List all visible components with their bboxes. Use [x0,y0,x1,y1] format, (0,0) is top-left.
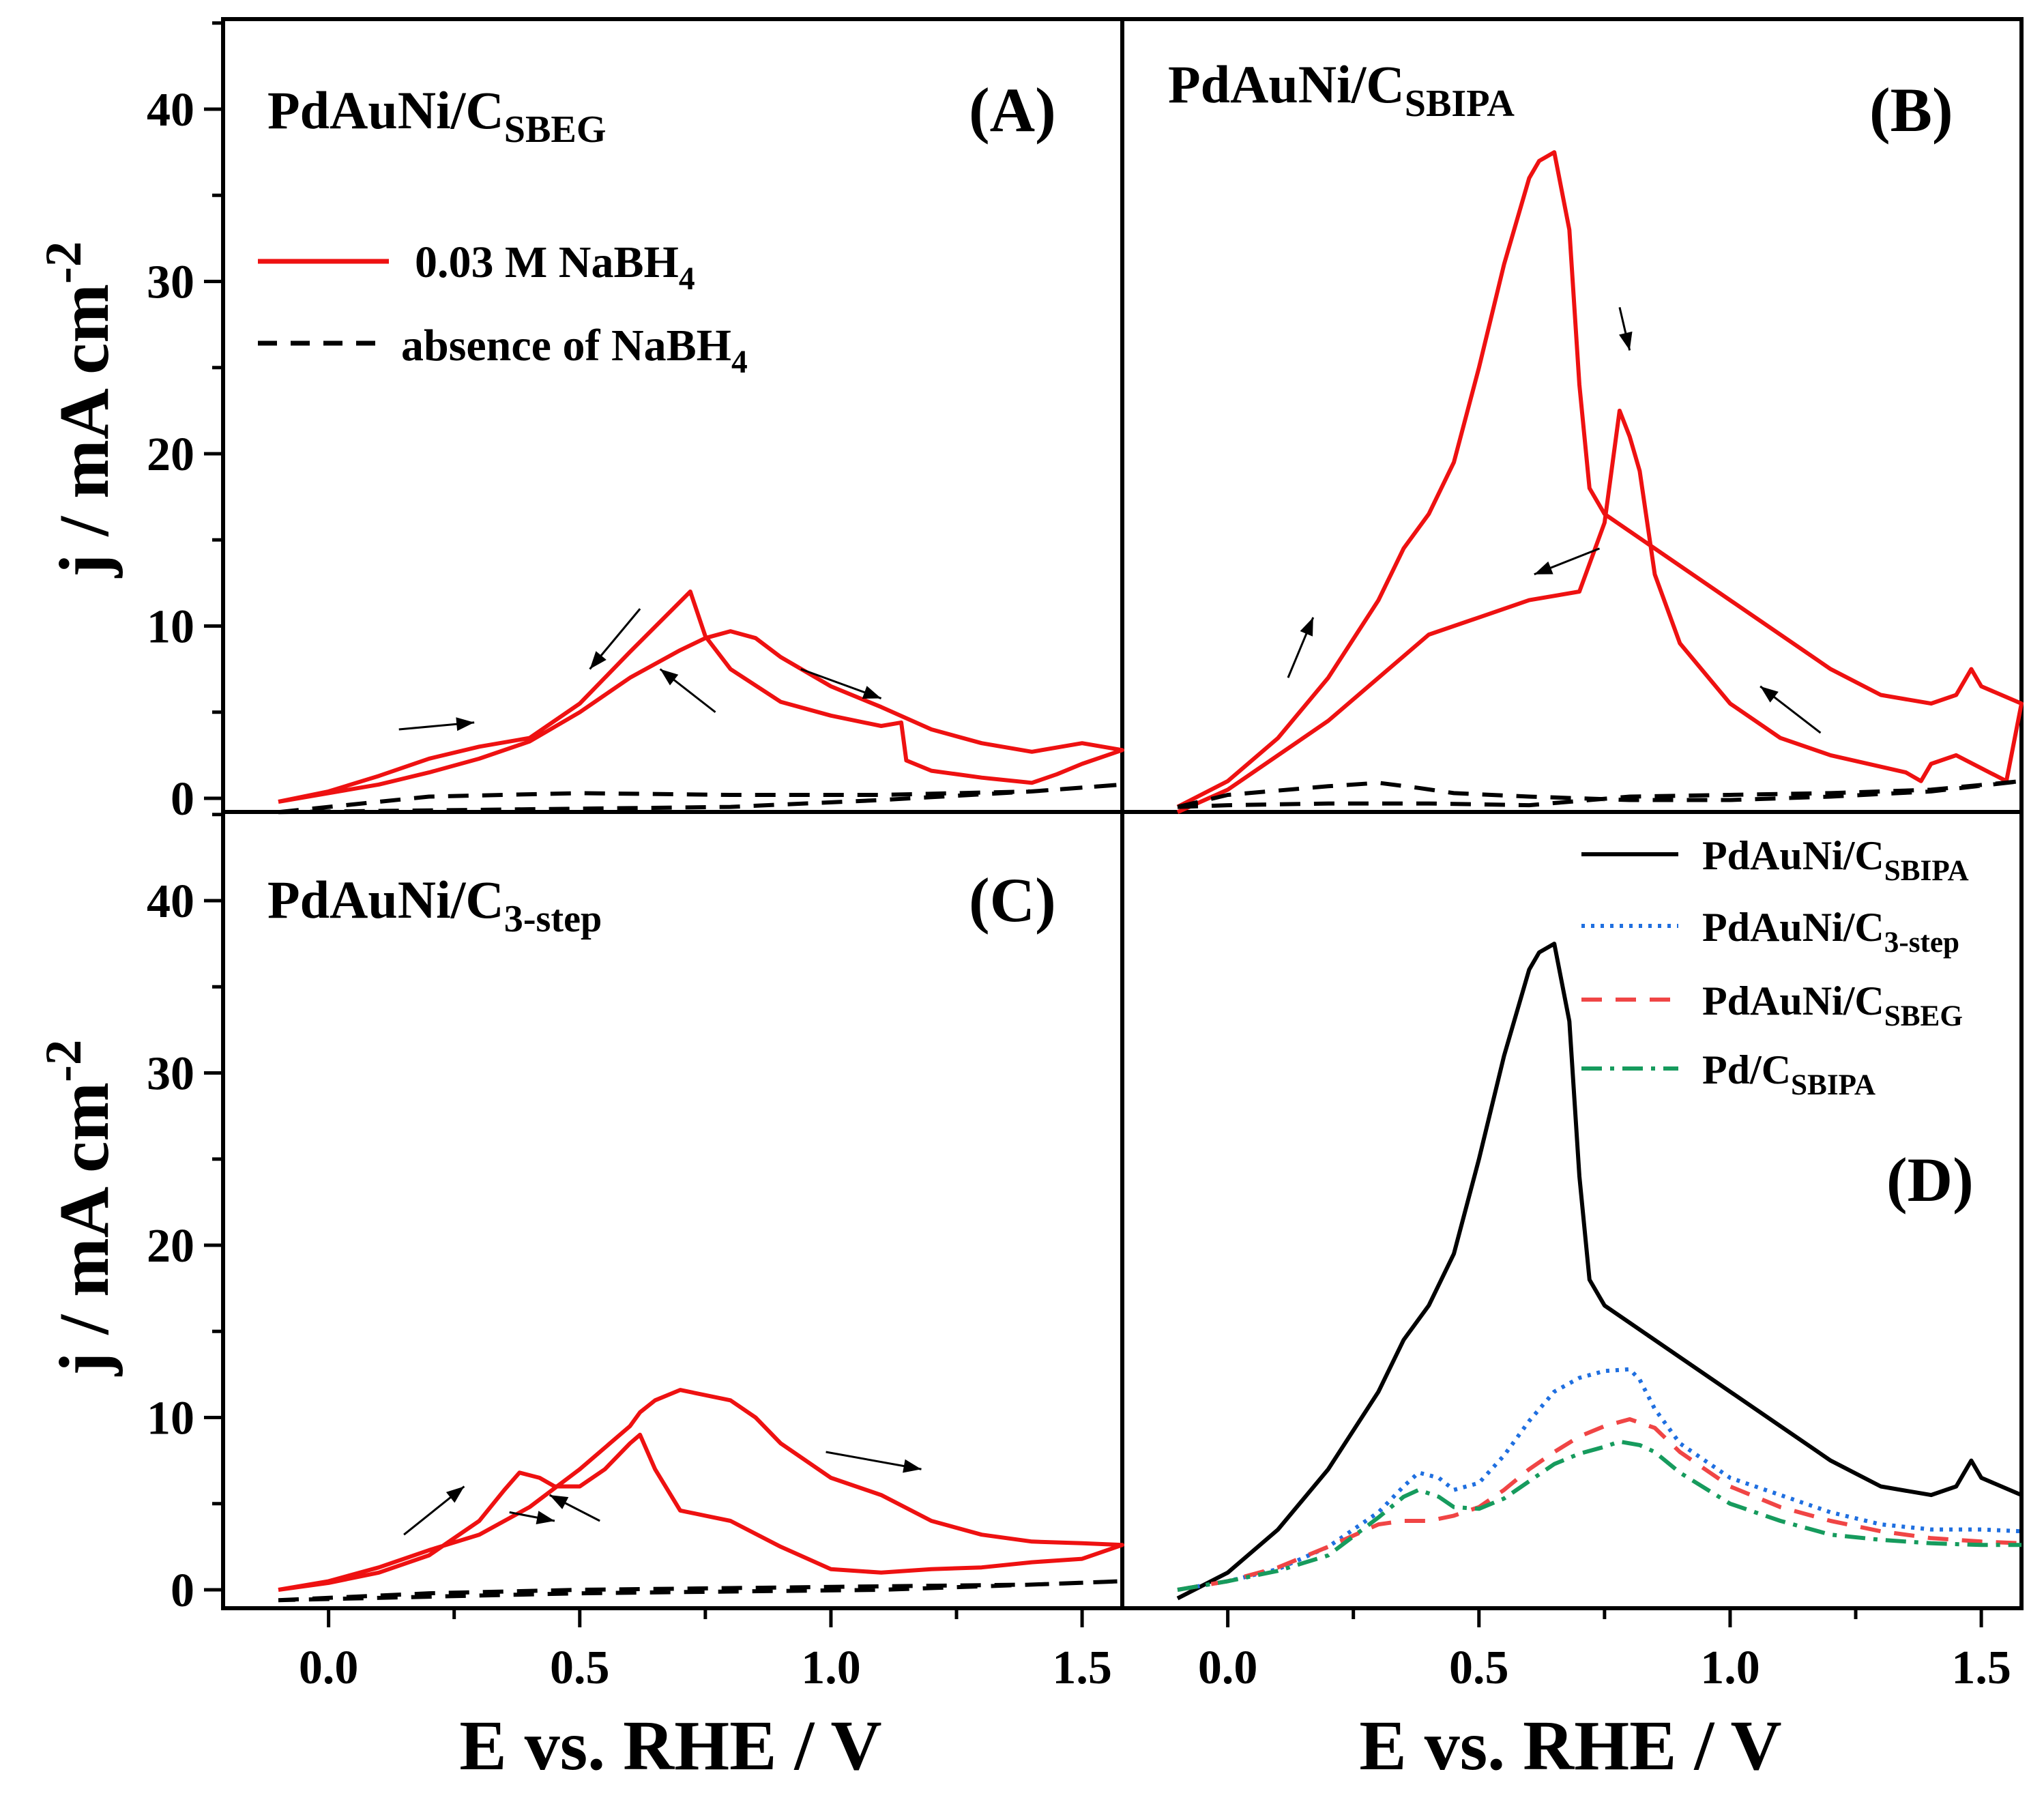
legend-solid-label: 0.03 M NaBH4 [415,237,695,297]
panel-b-letter: (B) [1869,75,1953,145]
y-axis-title-bottom: j / mA cm-2 [35,1040,123,1377]
series-line-D-2 [1177,1417,2022,1592]
y-tick-label-top-20: 20 [147,428,194,481]
panel-a-letter: (A) [969,75,1056,145]
y-tick-label-bottom-10: 10 [147,1393,194,1445]
x-tick-label-D-1.5: 1.5 [1951,1642,2011,1694]
series-line-B-1 [1177,779,2024,809]
arrow-head-A-2 [660,669,679,686]
series-line-D-3 [1177,1439,2021,1592]
arrow-head-A-1 [589,651,607,669]
y-axis-title-top: j / mA cm-2 [35,242,123,579]
y-tick-label-top-40: 40 [147,84,194,136]
y-tick-label-top-30: 30 [147,257,194,309]
arrow-head-C-2 [549,1495,569,1509]
arrow-head-B-3 [1760,686,1779,703]
panel-c-letter: (C) [969,865,1056,935]
arrow-head-B-1 [1534,561,1553,575]
series-line-C-1 [278,1579,1124,1603]
y-tick-label-bottom-20: 20 [147,1220,194,1273]
y-tick-label-top-10: 10 [147,601,194,654]
x-tick-label-D-0.5: 0.5 [1449,1642,1509,1694]
arrow-head-C-0 [446,1486,465,1503]
x-tick-label-D-1.0: 1.0 [1700,1642,1760,1694]
x-tick-label-C-1.0: 1.0 [801,1642,861,1694]
arrow-head-C-1 [536,1511,555,1524]
arrow-head-A-0 [456,717,475,731]
panel-a-title: PdAuNi/CSBEG [267,81,607,151]
legend-d-label-sbipa: PdAuNi/CSBIPA [1702,833,1969,887]
series-line-D-0 [1176,942,2023,1601]
x-axis-title-right: E vs. RHE / V [1359,1706,1781,1785]
y-tick-label-bottom-30: 30 [147,1048,194,1101]
panel-c-title: PdAuNi/C3-step [267,870,602,940]
series-line-A-1 [278,782,1124,815]
panel-d-letter: (D) [1886,1145,1974,1215]
x-axis-title-left: E vs. RHE / V [459,1706,881,1785]
legend-d-label-pd: Pd/CSBIPA [1702,1047,1875,1101]
y-tick-label-bottom-40: 40 [147,875,194,928]
y-tick-label-bottom-0: 0 [171,1565,194,1617]
x-tick-label-C-1.5: 1.5 [1052,1642,1112,1694]
arrow-head-C-3 [903,1459,922,1473]
series-line-B-0 [1176,150,2024,814]
arrow-head-B-0 [1300,617,1313,637]
series-line-A-0 [278,590,1124,804]
series-line-D-1 [1177,1367,2022,1592]
panel-b-title: PdAuNi/CSBIPA [1168,55,1515,125]
x-tick-label-D-0.0: 0.0 [1198,1642,1258,1694]
legend-d-label-3step: PdAuNi/C3-step [1702,905,1959,959]
arrow-head-B-2 [1619,331,1633,351]
series-line-C-0 [278,1388,1124,1592]
y-tick-label-top-0: 0 [171,773,194,826]
legend-d-label-sbeg: PdAuNi/CSBEG [1702,978,1963,1032]
legend-dashed-label: absence of NaBH4 [401,321,748,380]
x-tick-label-C-0.5: 0.5 [550,1642,610,1694]
x-tick-label-C-0.0: 0.0 [299,1642,359,1694]
arrow-head-A-3 [862,686,881,699]
plot-area: 0 10 20 30 40 0 10 20 30 40 0.0 0.5 1.0 1.5 0.0 0.5 1.0 1… [147,17,2024,1694]
